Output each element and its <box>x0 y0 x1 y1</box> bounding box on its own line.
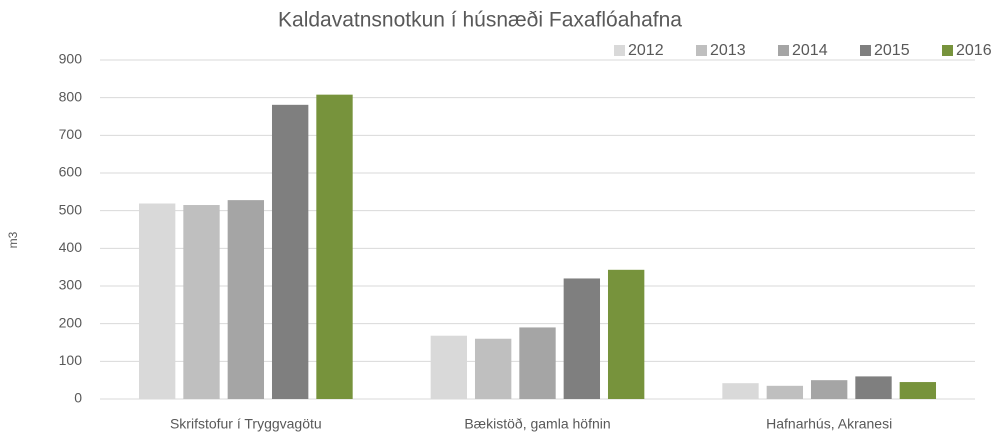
legend-swatch <box>860 45 871 56</box>
bar <box>183 205 220 399</box>
y-tick-label: 500 <box>59 201 83 217</box>
bar <box>316 94 353 400</box>
legend-label: 2016 <box>956 42 992 59</box>
bar <box>766 385 804 399</box>
legend-swatch <box>696 45 707 56</box>
y-tick-label: 100 <box>59 352 83 368</box>
x-tick-label: Bækistöð, gamla höfnin <box>464 416 610 432</box>
y-axis-label: m3 <box>6 231 20 248</box>
bar <box>227 200 265 399</box>
y-tick-label: 300 <box>59 277 83 293</box>
y-tick-label: 800 <box>59 88 83 104</box>
legend-label: 2013 <box>710 42 746 59</box>
legend-swatch <box>778 45 789 56</box>
legend-label: 2015 <box>874 42 910 59</box>
bar <box>271 104 309 399</box>
x-tick-label: Skrifstofur í Tryggvagötu <box>170 416 322 432</box>
bar <box>810 380 848 399</box>
y-tick-label: 600 <box>59 164 83 180</box>
bar <box>607 269 645 399</box>
y-tick-label: 900 <box>59 51 83 67</box>
bar <box>899 382 937 399</box>
bar <box>474 338 512 399</box>
x-tick-label: Hafnarhús, Akranesi <box>766 416 892 432</box>
y-tick-label: 400 <box>59 239 83 255</box>
bar <box>138 203 176 399</box>
legend-swatch <box>942 45 953 56</box>
bar <box>563 278 601 399</box>
bar <box>722 383 759 399</box>
legend-label: 2012 <box>628 42 664 59</box>
bar <box>519 327 556 399</box>
y-tick-label: 200 <box>59 314 83 330</box>
y-tick-label: 700 <box>59 126 83 142</box>
chart-title: Kaldavatnsnotkun í húsnæði Faxaflóahafna <box>278 9 682 32</box>
y-tick-label: 0 <box>74 390 82 406</box>
legend-label: 2014 <box>792 42 828 59</box>
bar <box>430 335 468 399</box>
legend-swatch <box>614 45 625 56</box>
bar <box>855 376 892 399</box>
